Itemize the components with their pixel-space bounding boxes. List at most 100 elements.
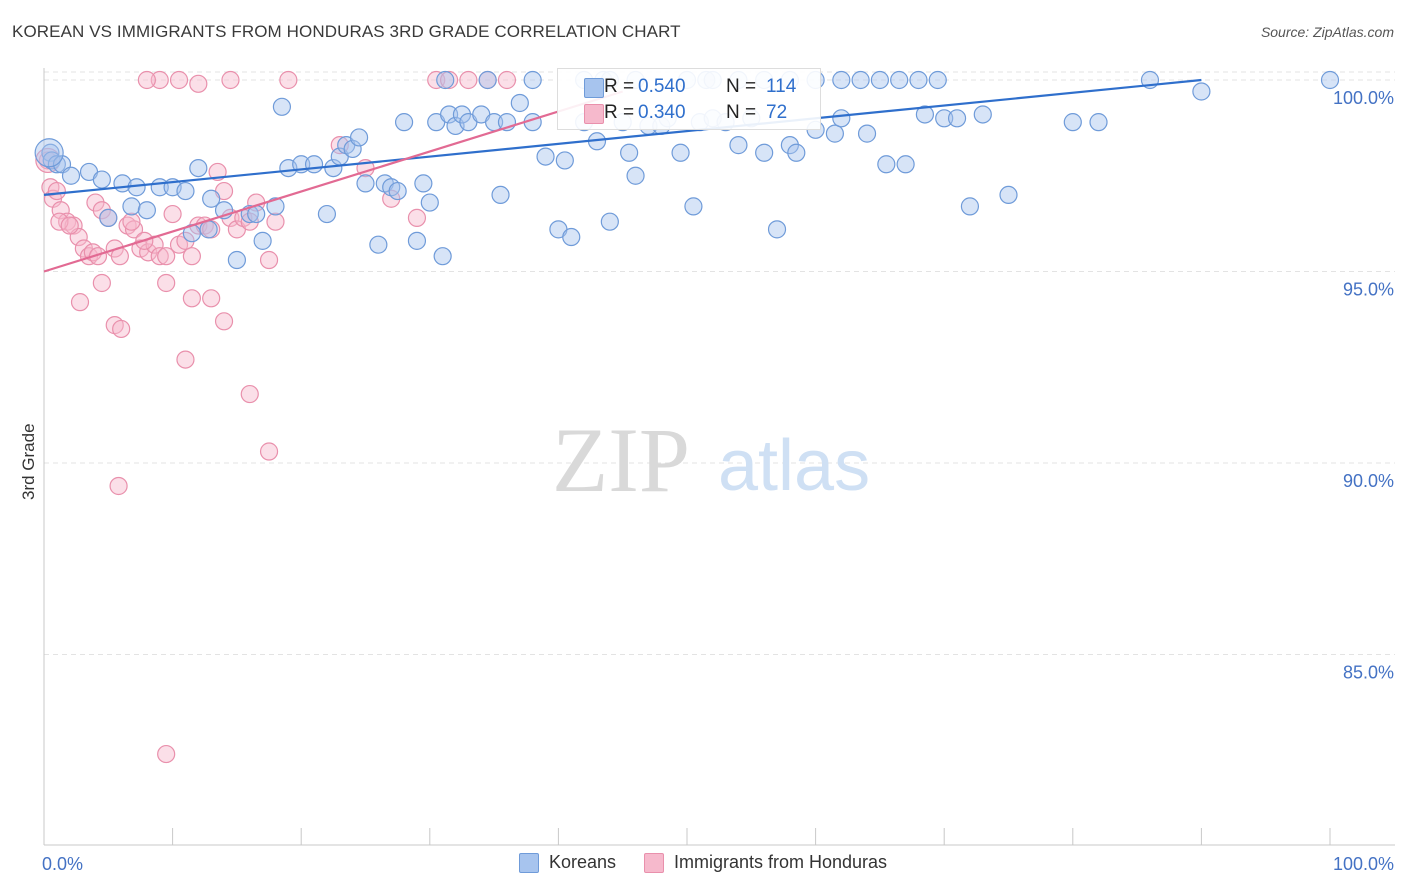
honduras-point <box>137 70 156 90</box>
korean-point <box>1192 82 1211 101</box>
honduras-point <box>407 208 427 227</box>
koreans-n-label: N = <box>726 76 757 97</box>
honduras-point <box>176 350 195 369</box>
honduras-point <box>279 70 298 90</box>
honduras-point <box>189 74 208 93</box>
korean-point <box>266 197 285 216</box>
korean-point <box>343 139 362 159</box>
koreans-n-value: 114 <box>766 76 797 97</box>
korean-point <box>626 166 645 185</box>
korean-point <box>227 250 246 270</box>
korean-point <box>523 70 542 90</box>
honduras-point <box>497 70 517 90</box>
koreans-r-value: 0.540 <box>638 76 686 97</box>
korean-point <box>825 124 844 143</box>
korean-point <box>915 105 935 124</box>
korean-point <box>787 143 806 162</box>
korean-point <box>199 220 218 239</box>
korean-point <box>439 105 459 124</box>
korean-point <box>928 70 947 90</box>
honduras-point <box>259 250 279 270</box>
korean-point <box>407 231 427 250</box>
legend-label-koreans: Koreans <box>548 852 616 872</box>
korean-point <box>304 155 324 174</box>
korean-point <box>729 136 748 155</box>
korean-point <box>896 155 915 174</box>
korean-point <box>317 204 337 224</box>
korean-point <box>433 247 452 266</box>
korean-point <box>562 227 581 247</box>
korean-point <box>41 143 60 162</box>
korean-point <box>420 193 439 212</box>
korean-point <box>755 143 774 162</box>
honduras-point <box>157 273 176 293</box>
korean-point <box>671 143 690 162</box>
korean-point <box>909 70 928 90</box>
korean-point <box>832 70 851 90</box>
korean-point <box>1089 113 1108 132</box>
honduras-point <box>109 476 128 496</box>
stats-row-honduras: R = 0.340 N = 72 <box>584 100 788 126</box>
korean-point <box>536 147 555 166</box>
honduras-point <box>51 201 70 220</box>
honduras-point <box>266 212 285 231</box>
grid-lines <box>44 71 1395 655</box>
legend-label-honduras: Immigrants from Honduras <box>673 852 888 872</box>
korean-point <box>176 181 195 201</box>
honduras-point <box>60 216 79 235</box>
korean-point <box>935 109 954 128</box>
korean-point <box>870 70 890 90</box>
korean-point <box>851 70 870 90</box>
korean-point <box>253 231 272 250</box>
y-tick-label: 85.0% <box>1343 663 1394 683</box>
y-tick-label: 95.0% <box>1343 280 1394 300</box>
legend-swatch-koreans <box>518 852 539 873</box>
honduras-point <box>439 70 459 90</box>
stats-legend: R = 0.540 N = 114 R = 0.340 N = 72 <box>557 68 821 130</box>
honduras-swatch <box>584 104 604 124</box>
honduras-point <box>259 442 279 461</box>
legend-swatch-honduras <box>643 852 664 873</box>
korean-point <box>832 109 851 128</box>
korean-point <box>767 220 787 239</box>
honduras-point <box>182 289 201 308</box>
legend-item-koreans: Koreans <box>518 852 616 873</box>
honduras-point <box>221 70 240 90</box>
honduras-point <box>88 247 108 266</box>
honduras-n-label: N = <box>726 102 757 123</box>
watermark-atlas: atlas <box>718 426 870 506</box>
honduras-point <box>459 70 478 90</box>
honduras-point <box>202 289 221 308</box>
bottom-legend: Koreans Immigrants from Honduras <box>0 852 1406 873</box>
korean-point <box>1320 70 1340 90</box>
honduras-point <box>64 216 83 235</box>
honduras-trend-line <box>43 90 624 273</box>
korean-point <box>600 212 619 231</box>
honduras-r-value: 0.340 <box>638 102 686 123</box>
korean-point <box>414 174 433 193</box>
honduras-point <box>150 247 169 266</box>
korean-point <box>369 235 388 254</box>
korean-point <box>1063 113 1082 132</box>
honduras-r-label: R = <box>604 102 635 123</box>
honduras-point <box>112 319 131 339</box>
koreans-r-label: R = <box>604 76 635 97</box>
honduras-point <box>182 247 201 266</box>
honduras-n-value: 72 <box>766 102 788 123</box>
korean-point <box>388 181 407 201</box>
korean-point <box>478 70 497 90</box>
korean-point <box>137 201 156 220</box>
honduras-point <box>157 247 176 266</box>
x-tick-label: 100.0% <box>1333 854 1394 874</box>
honduras-point <box>240 384 259 404</box>
watermark: ZIP atlas <box>552 409 870 511</box>
chart-title: KOREAN VS IMMIGRANTS FROM HONDURAS 3RD G… <box>12 22 681 41</box>
korean-point <box>877 155 896 174</box>
stats-row-koreans: R = 0.540 N = 114 <box>584 74 797 100</box>
korean-point <box>684 197 703 216</box>
korean-point <box>973 105 992 124</box>
korean-point <box>555 151 574 170</box>
korean-point <box>34 138 64 168</box>
korean-point <box>857 124 877 143</box>
